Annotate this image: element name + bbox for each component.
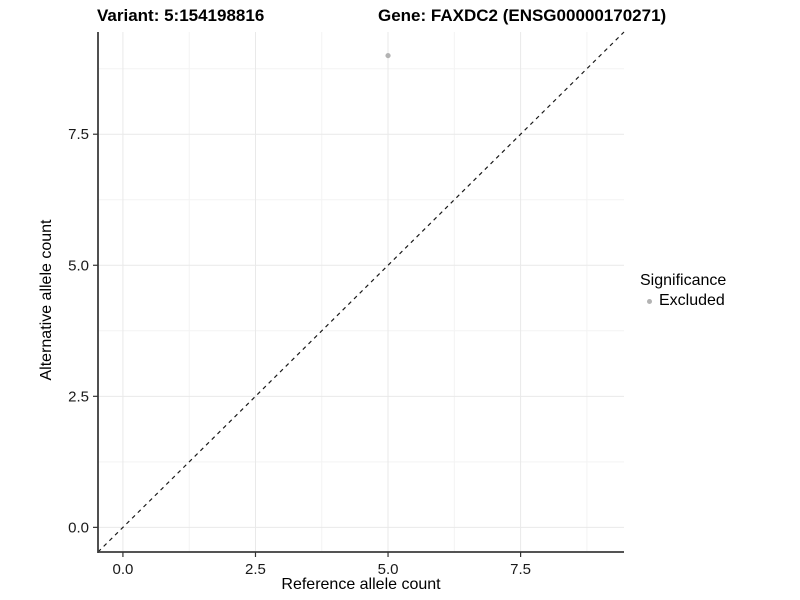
x-tick-label: 7.5 <box>510 561 531 578</box>
plot-title-gene: Gene: FAXDC2 (ENSG00000170271) <box>378 6 667 25</box>
x-tick-label: 5.0 <box>378 561 399 578</box>
x-axis-title: Reference allele count <box>281 576 441 593</box>
y-tick-label: 5.0 <box>68 257 89 274</box>
legend: Significance Excluded <box>640 271 726 311</box>
legend-item-excluded: Excluded <box>640 291 726 311</box>
excluded-point-icon <box>647 298 652 304</box>
legend-item-label: Excluded <box>659 292 725 309</box>
y-axis-title: Alternative allele count <box>38 219 55 381</box>
y-tick-label: 0.0 <box>68 519 89 536</box>
data-point <box>385 52 391 59</box>
x-tick-label: 0.0 <box>112 561 133 578</box>
identity-line <box>97 31 625 553</box>
legend-title: Significance <box>640 272 727 289</box>
y-tick-label: 2.5 <box>68 388 89 405</box>
y-tick-label: 7.5 <box>68 126 89 143</box>
x-tick-label: 2.5 <box>245 561 266 578</box>
plot-title-variant: Variant: 5:154198816 <box>97 6 265 25</box>
